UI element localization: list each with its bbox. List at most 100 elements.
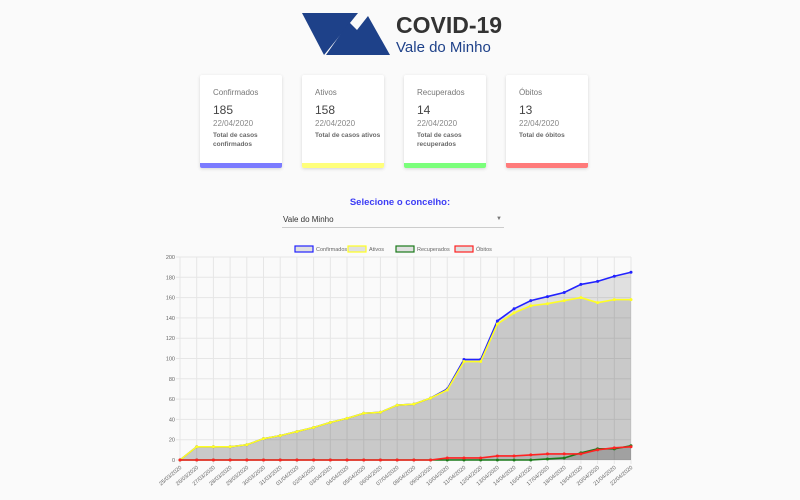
- point: [245, 458, 249, 462]
- point: [378, 410, 382, 414]
- point: [512, 311, 516, 315]
- point: [412, 402, 416, 406]
- y-tick-label: 180: [166, 275, 175, 281]
- legend-label: Recuperados: [417, 247, 450, 253]
- point: [529, 304, 533, 308]
- card-date: 22/04/2020: [519, 119, 560, 128]
- point: [345, 458, 349, 462]
- area-recuperados: [180, 445, 631, 460]
- card-ativos: Ativos 158 22/04/2020 Total de casos ati…: [302, 75, 384, 168]
- legend-swatch: [395, 245, 415, 253]
- logo-left-triangle: [302, 13, 358, 55]
- point: [395, 458, 399, 462]
- y-tick-label: 20: [169, 438, 175, 444]
- point: [596, 301, 600, 305]
- point: [562, 456, 566, 460]
- point: [495, 454, 499, 458]
- card-color-bar: [302, 163, 384, 168]
- point: [562, 452, 566, 456]
- point: [295, 458, 299, 462]
- legend-label: Ativos: [369, 247, 384, 253]
- point: [178, 458, 182, 462]
- card-date: 22/04/2020: [213, 119, 254, 128]
- card-desc: Total de casos recuperados: [417, 132, 462, 148]
- y-tick-label: 140: [166, 316, 175, 322]
- point: [529, 453, 533, 457]
- point: [429, 458, 433, 462]
- point: [445, 456, 449, 460]
- selector-label: Selecione o concelho:: [349, 197, 451, 208]
- point: [312, 426, 316, 430]
- point: [629, 445, 633, 449]
- select-value: Vale do Minho: [283, 215, 334, 224]
- point: [612, 298, 616, 302]
- point: [479, 456, 483, 460]
- point: [362, 458, 366, 462]
- area-ativos: [180, 297, 631, 460]
- point: [529, 458, 533, 462]
- point: [262, 458, 266, 462]
- point: [479, 360, 483, 364]
- card-obitos: Óbitos 13 22/04/2020 Total de óbitos: [506, 75, 588, 168]
- point: [328, 458, 332, 462]
- chevron-down-icon: ▼: [496, 216, 502, 222]
- point: [378, 458, 382, 462]
- point: [429, 396, 433, 400]
- line-óbitos: [180, 446, 632, 461]
- page-subtitle: Vale do Minho: [396, 39, 491, 56]
- point: [295, 430, 299, 434]
- y-tick-label: 40: [169, 417, 175, 423]
- point: [495, 458, 499, 462]
- card-label: Ativos: [315, 88, 337, 97]
- y-tick-label: 100: [166, 357, 175, 363]
- point: [495, 322, 499, 326]
- y-tick-label: 80: [169, 377, 175, 383]
- card-confirmados: Confirmados 185 22/04/2020 Total de caso…: [200, 75, 282, 168]
- point: [545, 457, 549, 461]
- point: [278, 458, 282, 462]
- point: [211, 458, 215, 462]
- point: [579, 282, 583, 286]
- point: [512, 307, 516, 311]
- point: [211, 445, 215, 449]
- point: [462, 360, 466, 364]
- point: [512, 454, 516, 458]
- point: [612, 274, 616, 278]
- point: [195, 445, 199, 449]
- legend-label: Confirmados: [316, 247, 347, 253]
- point: [612, 446, 616, 450]
- card-value: 14: [417, 103, 431, 117]
- card-value: 13: [519, 103, 533, 117]
- card-color-bar: [200, 163, 282, 168]
- point: [362, 411, 366, 415]
- y-tick-label: 160: [166, 296, 175, 302]
- y-tick-label: 120: [166, 336, 175, 342]
- point: [545, 302, 549, 306]
- point: [545, 452, 549, 456]
- legend-swatch: [294, 245, 314, 253]
- area-confirmados: [180, 272, 631, 460]
- card-label: Recuperados: [417, 88, 465, 97]
- card-desc: Total de casos confirmados: [213, 132, 258, 148]
- page-title: COVID-19: [396, 12, 503, 38]
- point: [579, 296, 583, 300]
- point: [278, 434, 282, 438]
- line-ativos: [179, 296, 631, 461]
- point: [312, 458, 316, 462]
- point: [579, 452, 583, 456]
- logo: [302, 13, 390, 55]
- point: [412, 458, 416, 462]
- area-óbitos: [180, 446, 631, 460]
- point: [512, 458, 516, 462]
- card-label: Confirmados: [213, 88, 259, 97]
- point: [545, 295, 549, 299]
- point: [328, 420, 332, 424]
- card-desc: Total de óbitos: [519, 132, 565, 139]
- point: [629, 298, 633, 302]
- point: [596, 448, 600, 452]
- y-tick-label: 200: [166, 255, 175, 261]
- point: [562, 299, 566, 303]
- concelho-select[interactable]: Vale do Minho ▼: [282, 212, 504, 228]
- card-color-bar: [506, 163, 588, 168]
